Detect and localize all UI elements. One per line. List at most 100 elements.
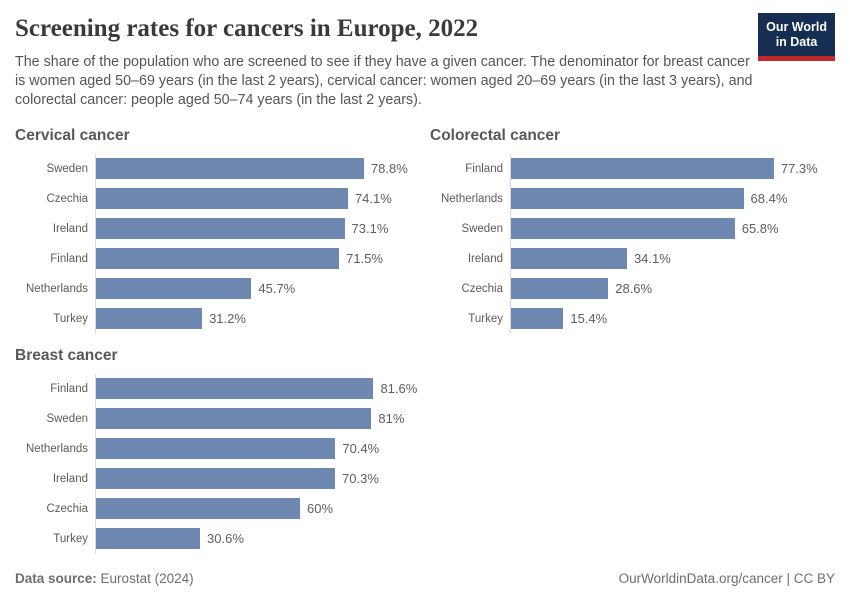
entity-label: Turkey: [53, 312, 88, 325]
bar-row: Turkey 31.2%: [15, 303, 420, 334]
value-label: 68.4%: [750, 191, 788, 207]
entity-label: Ireland: [52, 222, 88, 235]
bar: [96, 308, 203, 330]
entity-label: Finland: [50, 382, 88, 395]
panel-body: Finland 77.3% Netherlands 68.4% Sweden 65.8% I…: [430, 153, 835, 334]
bar-row: Sweden 78.8%: [15, 153, 420, 184]
bar-row: Netherlands 68.4%: [430, 183, 835, 214]
value-label: 31.2%: [209, 311, 246, 327]
bar-area: 65.8%: [510, 213, 835, 244]
chart-header: Screening rates for cancers in Europe, 2…: [15, 13, 835, 110]
value-label: 71.5%: [346, 251, 383, 267]
bar-area: 15.4%: [510, 303, 835, 334]
owid-logo-line2: in Data: [775, 34, 818, 49]
value-label: 28.6%: [615, 281, 653, 297]
entity-label: Czechia: [46, 192, 88, 205]
value-label: 77.3%: [780, 161, 818, 177]
bar-area: 81%: [95, 403, 420, 434]
entity-label: Netherlands: [25, 442, 88, 455]
bar: [96, 498, 300, 520]
entity-label: Turkey: [468, 312, 503, 325]
bar-row: Sweden 81%: [15, 403, 420, 434]
bar-row: Ireland 70.3%: [15, 463, 420, 494]
value-label: 81%: [378, 411, 405, 427]
entity-label: Czechia: [46, 502, 88, 515]
bar-area: 68.4%: [510, 183, 835, 214]
entity-label: Ireland: [467, 252, 503, 265]
bar-area: 70.4%: [95, 433, 420, 464]
value-label: 15.4%: [570, 311, 608, 327]
bar-area: 34.1%: [510, 243, 835, 274]
panel-title: Breast cancer: [15, 346, 118, 364]
panel-title: Colorectal cancer: [430, 126, 561, 144]
bar: [511, 278, 609, 300]
page-title: Screening rates for cancers in Europe, 2…: [15, 15, 479, 42]
panel-body: Sweden 78.8% Czechia 74.1% Ireland 73.1% Finla…: [15, 153, 420, 334]
owid-logo-line1: Our World: [766, 20, 827, 34]
value-label: 60%: [307, 501, 334, 517]
bar: [511, 158, 774, 180]
bar-area: 28.6%: [510, 273, 835, 304]
bar: [96, 278, 252, 300]
value-label: 30.6%: [207, 531, 244, 547]
panel-body: Finland 81.6% Sweden 81% Netherlands 70.4% Ire…: [15, 373, 420, 554]
entity-label: Sweden: [46, 412, 88, 425]
bar-row: Finland 77.3%: [430, 153, 835, 184]
owid-logo: Our World in Data: [758, 13, 835, 61]
entity-label: Sweden: [46, 162, 88, 175]
bar-row: Ireland 73.1%: [15, 213, 420, 244]
bar-area: 73.1%: [95, 213, 420, 244]
credit-link: OurWorldinData.org/cancer | CC BY: [618, 571, 835, 586]
bar-area: 31.2%: [95, 303, 420, 334]
bar-row: Netherlands 45.7%: [15, 273, 420, 304]
bar-row: Czechia 28.6%: [430, 273, 835, 304]
bar-area: 78.8%: [95, 153, 420, 184]
entity-label: Czechia: [461, 282, 503, 295]
bar-row: Turkey 15.4%: [430, 303, 835, 334]
bar: [96, 378, 374, 400]
chart-panel-cervical-cancer: Cervical cancer Sweden 78.8% Czechia 74.1% I…: [15, 127, 420, 334]
bar: [96, 408, 372, 430]
value-label: 70.4%: [342, 441, 380, 457]
title-block: Screening rates for cancers in Europe, 2…: [15, 13, 758, 110]
entity-label: Netherlands: [440, 192, 503, 205]
bar-area: 74.1%: [95, 183, 420, 214]
bar-row: Czechia 74.1%: [15, 183, 420, 214]
bar-row: Finland 81.6%: [15, 373, 420, 404]
entity-label: Ireland: [52, 472, 88, 485]
bar-row: Sweden 65.8%: [430, 213, 835, 244]
bar-area: 81.6%: [95, 373, 420, 404]
value-label: 34.1%: [633, 251, 671, 267]
bar-area: 45.7%: [95, 273, 420, 304]
entity-label: Finland: [50, 252, 88, 265]
bar-area: 71.5%: [95, 243, 420, 274]
bar-area: 77.3%: [510, 153, 835, 184]
chart-footer: Data source: Eurostat (2024) OurWorldinD…: [15, 571, 835, 586]
bar: [96, 158, 364, 180]
entity-label: Turkey: [53, 532, 88, 545]
bar: [96, 438, 336, 460]
value-label: 45.7%: [258, 281, 296, 297]
data-source-label: Data source:: [15, 571, 97, 586]
bar: [96, 218, 345, 240]
bar: [511, 188, 744, 210]
bar: [511, 308, 564, 330]
bar-row: Finland 71.5%: [15, 243, 420, 274]
value-label: 70.3%: [342, 471, 379, 487]
bar: [96, 468, 336, 490]
bar-area: 60%: [95, 493, 420, 524]
bar: [96, 528, 201, 550]
panel-title: Cervical cancer: [15, 126, 130, 144]
value-label: 73.1%: [351, 221, 389, 237]
bar: [96, 188, 348, 210]
bar-row: Ireland 34.1%: [430, 243, 835, 274]
entity-label: Netherlands: [25, 282, 88, 295]
value-label: 65.8%: [741, 221, 779, 237]
data-source-value: Eurostat (2024): [100, 571, 194, 586]
bar-area: 70.3%: [95, 463, 420, 494]
value-label: 74.1%: [354, 191, 392, 207]
chart-panel-colorectal-cancer: Colorectal cancer Finland 77.3% Netherland…: [430, 127, 835, 334]
bar-row: Netherlands 70.4%: [15, 433, 420, 464]
charts-grid: Cervical cancer Sweden 78.8% Czechia 74.1% I…: [15, 127, 835, 554]
value-label: 78.8%: [370, 161, 408, 177]
